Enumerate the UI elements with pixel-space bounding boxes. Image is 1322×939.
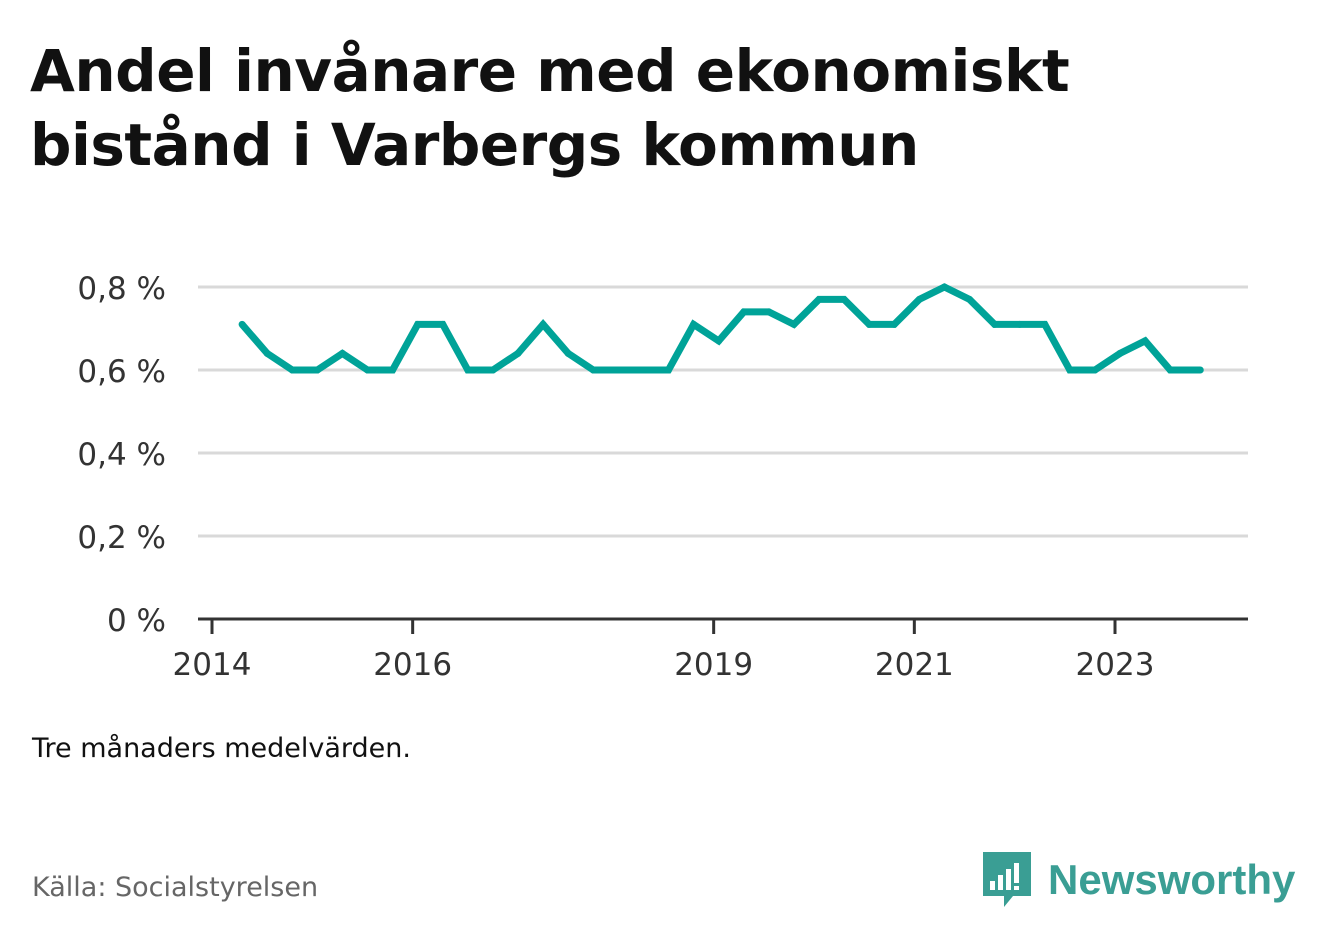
data-point: [439, 320, 447, 328]
data-point: [1041, 320, 1049, 328]
y-tick-label: 0,4 %: [77, 437, 166, 473]
brand-logo: Newsworthy: [980, 848, 1295, 912]
data-point: [389, 366, 397, 374]
data-point: [940, 283, 948, 291]
data-point: [639, 366, 647, 374]
x-tick-label: 2019: [674, 647, 753, 683]
series-layer: [238, 283, 1204, 374]
chart-title: Andel invånare med ekonomiskt bistånd i …: [30, 37, 1070, 179]
data-point: [865, 320, 873, 328]
data-point: [840, 295, 848, 303]
newsworthy-logo-icon: [983, 852, 1031, 907]
data-point: [263, 349, 271, 357]
data-point: [915, 295, 923, 303]
data-point: [890, 320, 898, 328]
data-point: [665, 366, 673, 374]
y-tick-label: 0,6 %: [77, 354, 166, 390]
data-point: [790, 320, 798, 328]
brand-name: Newsworthy: [1048, 856, 1296, 903]
grid-lines: [198, 285, 1248, 538]
data-point: [338, 349, 346, 357]
data-point: [1166, 366, 1174, 374]
data-point: [564, 349, 572, 357]
data-point: [414, 320, 422, 328]
data-point: [614, 366, 622, 374]
y-tick-label: 0 %: [107, 603, 166, 639]
data-point: [765, 308, 773, 316]
data-point: [815, 295, 823, 303]
x-tick-label: 2016: [373, 647, 452, 683]
data-point: [288, 366, 296, 374]
x-tick-label: 2023: [1076, 647, 1155, 683]
y-tick-label: 0,8 %: [77, 271, 166, 307]
data-point: [1066, 366, 1074, 374]
data-point: [1116, 349, 1124, 357]
x-axis-tick-labels: 2014 2016 2019 2021 2023: [173, 647, 1155, 683]
data-point: [740, 308, 748, 316]
data-point: [238, 320, 246, 328]
data-point: [1016, 320, 1024, 328]
data-point: [464, 366, 472, 374]
data-point: [991, 320, 999, 328]
data-point: [1196, 366, 1204, 374]
data-point: [539, 320, 547, 328]
x-tick-label: 2014: [173, 647, 252, 683]
series-line: [239, 283, 1201, 374]
data-point: [313, 366, 321, 374]
data-point: [1091, 366, 1099, 374]
source-text: Källa: Socialstyrelsen: [32, 872, 319, 903]
data-point: [966, 295, 974, 303]
data-point: [1141, 337, 1149, 345]
y-tick-label: 0,2 %: [77, 520, 166, 556]
chart-note: Tre månaders medelvärden.: [32, 733, 411, 764]
data-point: [690, 320, 698, 328]
data-point: [715, 337, 723, 345]
x-axis-ticks: [210, 619, 1117, 634]
x-tick-label: 2021: [875, 647, 954, 683]
data-point: [364, 366, 372, 374]
y-axis-tick-labels: 0 % 0,2 % 0,4 % 0,6 % 0,8 %: [77, 271, 166, 639]
data-point: [514, 349, 522, 357]
data-point: [489, 366, 497, 374]
data-point: [589, 366, 597, 374]
